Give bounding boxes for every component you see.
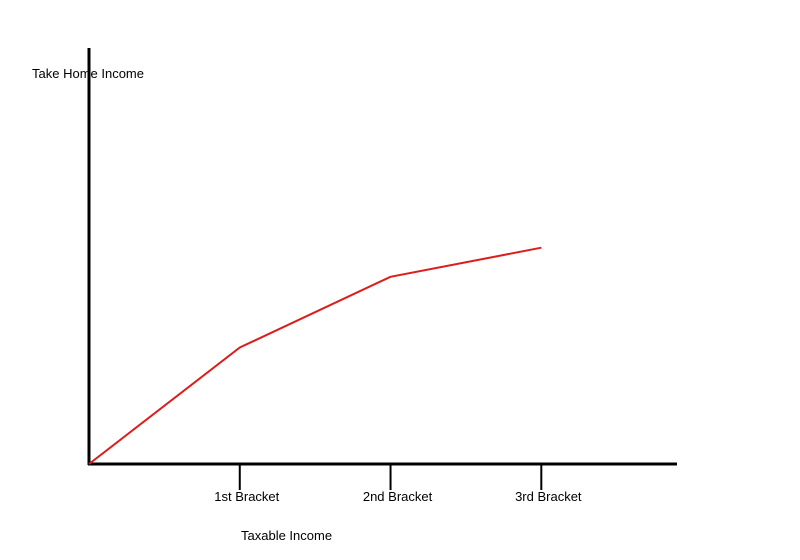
y-axis-label: Take Home Income [32, 66, 144, 81]
x-tick-group: 1st Bracket 2nd Bracket 3rd Bracket [214, 464, 582, 504]
x-tick-label-2: 2nd Bracket [363, 489, 433, 504]
x-tick-label-3: 3rd Bracket [515, 489, 582, 504]
x-tick-label-1: 1st Bracket [214, 489, 279, 504]
series-line [88, 246, 542, 465]
x-axis-label: Taxable Income [241, 528, 332, 543]
